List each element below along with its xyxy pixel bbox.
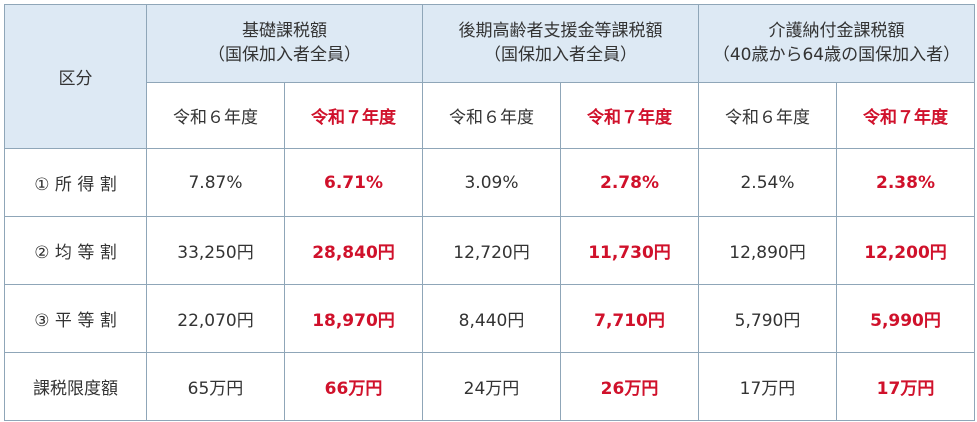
table-head: 区分 基礎課税額 （国保加入者全員） 後期高齢者支援金等課税額 （国保加入者全員） 介護納… (4, 4, 975, 149)
value-cell: 17万円 (698, 352, 837, 421)
group-subtitle: （国保加入者全員） (208, 44, 361, 65)
corner-cell: 区分 (4, 4, 147, 149)
value-cell: 7,710円 (560, 284, 699, 353)
year-header: 令和７年度 (284, 82, 423, 149)
value-cell: 6.71% (284, 148, 423, 217)
data-row: 課税限度額 65万円 66万円 24万円 26万円 17万円 17万円 (4, 352, 975, 421)
data-row: ① 所 得 割 7.87% 6.71% 3.09% 2.78% 2.54% 2.38% (4, 148, 975, 217)
value-cell: 18,970円 (284, 284, 423, 353)
row-label: ② 均 等 割 (4, 216, 147, 285)
group-header: 基礎課税額 （国保加入者全員） (146, 4, 423, 83)
value-cell: 2.54% (698, 148, 837, 217)
value-cell: 28,840円 (284, 216, 423, 285)
value-cell: 33,250円 (146, 216, 285, 285)
tax-table: 区分 基礎課税額 （国保加入者全員） 後期高齢者支援金等課税額 （国保加入者全員） 介護納… (4, 4, 975, 421)
value-cell: 17万円 (836, 352, 975, 421)
value-cell: 5,990円 (836, 284, 975, 353)
row-label: 課税限度額 (4, 352, 147, 421)
year-header: 令和７年度 (836, 82, 975, 149)
year-header: 令和６年度 (422, 82, 561, 149)
row-label: ③ 平 等 割 (4, 284, 147, 353)
data-row: ③ 平 等 割 22,070円 18,970円 8,440円 7,710円 5,790円 5… (4, 284, 975, 353)
value-cell: 65万円 (146, 352, 285, 421)
value-cell: 2.38% (836, 148, 975, 217)
year-header: 令和６年度 (146, 82, 285, 149)
value-cell: 12,720円 (422, 216, 561, 285)
header-row: 区分 基礎課税額 （国保加入者全員） 後期高齢者支援金等課税額 （国保加入者全員） 介護納… (4, 4, 975, 149)
table-wrap: 区分 基礎課税額 （国保加入者全員） 後期高齢者支援金等課税額 （国保加入者全員） 介護納… (4, 4, 975, 421)
value-cell: 11,730円 (560, 216, 699, 285)
group-title: 基礎課税額 (242, 20, 327, 41)
group-title: 介護納付金課税額 (768, 20, 905, 41)
data-row: ② 均 等 割 33,250円 28,840円 12,720円 11,730円 12,89… (4, 216, 975, 285)
group-subtitle: （国保加入者全員） (484, 44, 637, 65)
value-cell: 66万円 (284, 352, 423, 421)
table-body: ① 所 得 割 7.87% 6.71% 3.09% 2.78% 2.54% 2.38% ② 均… (4, 148, 975, 421)
year-header: 令和７年度 (560, 82, 699, 149)
value-cell: 2.78% (560, 148, 699, 217)
value-cell: 12,200円 (836, 216, 975, 285)
value-cell: 8,440円 (422, 284, 561, 353)
value-cell: 7.87% (146, 148, 285, 217)
value-cell: 3.09% (422, 148, 561, 217)
value-cell: 5,790円 (698, 284, 837, 353)
group-header: 後期高齢者支援金等課税額 （国保加入者全員） (422, 4, 699, 83)
group-header: 介護納付金課税額 （40歳から64歳の国保加入者） (698, 4, 975, 83)
value-cell: 24万円 (422, 352, 561, 421)
row-label: ① 所 得 割 (4, 148, 147, 217)
year-header: 令和６年度 (698, 82, 837, 149)
value-cell: 26万円 (560, 352, 699, 421)
subheader-row: 令和６年度 令和７年度 令和６年度 令和７年度 令和６年度 令和７年度 (5, 82, 975, 149)
group-title: 後期高齢者支援金等課税額 (458, 20, 663, 41)
value-cell: 12,890円 (698, 216, 837, 285)
group-subtitle: （40歳から64歳の国保加入者） (712, 44, 961, 65)
value-cell: 22,070円 (146, 284, 285, 353)
